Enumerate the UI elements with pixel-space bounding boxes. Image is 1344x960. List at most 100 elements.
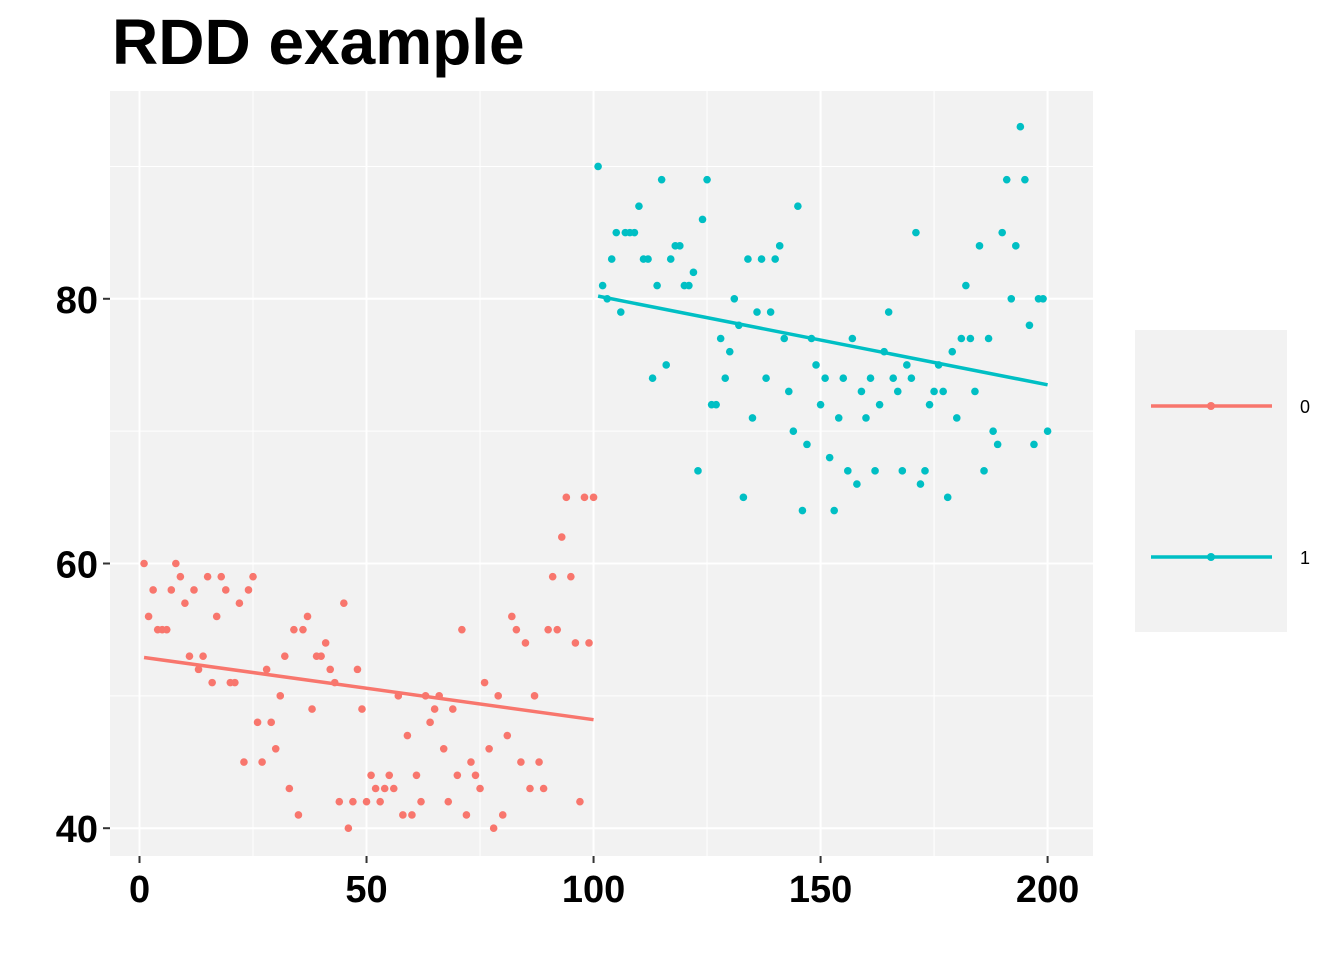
- data-point-0: [408, 811, 416, 819]
- data-point-1: [666, 255, 675, 263]
- data-point-0: [340, 599, 348, 608]
- data-point-1: [930, 387, 938, 396]
- x-tick-label: 50: [345, 869, 387, 911]
- data-point-0: [335, 797, 344, 806]
- data-point-0: [212, 612, 221, 621]
- data-point-0: [503, 731, 512, 740]
- data-point-0: [149, 586, 157, 594]
- data-point-1: [957, 334, 966, 343]
- data-point-0: [326, 665, 335, 674]
- data-point-1: [698, 215, 707, 224]
- data-point-0: [344, 824, 353, 833]
- data-point-1: [1043, 427, 1052, 435]
- data-point-1: [912, 228, 920, 237]
- data-point-1: [1030, 440, 1038, 449]
- data-point-1: [893, 387, 902, 396]
- data-point-0: [480, 678, 489, 687]
- x-tick-label: 150: [789, 869, 852, 911]
- data-point-1: [971, 387, 979, 396]
- data-point-0: [217, 572, 226, 581]
- data-point-1: [739, 493, 748, 502]
- legend: 01: [1135, 330, 1310, 632]
- data-point-0: [190, 586, 198, 594]
- data-point-1: [866, 374, 875, 383]
- data-point-0: [249, 572, 257, 581]
- data-point-1: [1025, 321, 1034, 330]
- data-point-1: [794, 202, 802, 210]
- legend-key-point-0: [1207, 402, 1215, 410]
- data-point-0: [489, 824, 498, 833]
- data-point-1: [594, 162, 602, 171]
- data-point-0: [539, 784, 548, 793]
- data-point-1: [907, 374, 916, 383]
- legend-box: [1135, 330, 1287, 632]
- data-point-0: [172, 559, 180, 568]
- data-point-0: [453, 771, 462, 780]
- data-point-0: [303, 612, 312, 621]
- data-point-0: [185, 652, 194, 660]
- data-point-1: [721, 374, 730, 383]
- data-point-1: [630, 228, 639, 237]
- data-point-0: [235, 599, 244, 608]
- data-point-0: [571, 639, 580, 647]
- data-point-1: [816, 400, 825, 409]
- data-point-1: [857, 387, 866, 396]
- data-point-0: [562, 493, 571, 502]
- data-point-0: [262, 665, 271, 674]
- data-point-0: [512, 625, 521, 634]
- y-tick-label: 80: [56, 280, 98, 322]
- data-point-1: [952, 414, 961, 422]
- data-point-1: [598, 281, 607, 290]
- data-point-1: [780, 334, 789, 343]
- data-point-1: [889, 374, 898, 383]
- data-point-0: [530, 692, 539, 700]
- axes: 0 50 100 150 200 40 60 80: [56, 280, 1080, 911]
- data-point-1: [825, 453, 834, 462]
- data-point-1: [648, 374, 657, 383]
- data-point-0: [321, 639, 330, 647]
- legend-label-0: 0: [1300, 397, 1310, 417]
- data-point-1: [916, 480, 925, 488]
- data-point-0: [162, 625, 171, 634]
- data-point-1: [939, 387, 947, 396]
- data-point-0: [553, 625, 562, 634]
- data-point-1: [975, 242, 984, 250]
- data-point-1: [962, 281, 970, 290]
- data-point-1: [784, 387, 793, 396]
- data-point-1: [775, 242, 784, 250]
- data-point-0: [267, 718, 275, 727]
- fit-line-0: [143, 655, 594, 722]
- data-point-1: [871, 467, 879, 475]
- data-point-0: [589, 493, 598, 502]
- data-point-0: [557, 533, 566, 541]
- data-point-1: [943, 493, 952, 502]
- data-point-0: [294, 811, 303, 819]
- data-point-1: [676, 242, 684, 250]
- data-point-1: [612, 228, 621, 237]
- data-point-0: [208, 678, 216, 687]
- data-point-0: [317, 652, 325, 660]
- legend-key-point-1: [1207, 553, 1215, 561]
- plot-panel: [110, 91, 1093, 856]
- data-point-0: [380, 784, 389, 793]
- data-point-1: [771, 255, 779, 263]
- data-point-1: [966, 334, 975, 343]
- data-point-0: [362, 797, 371, 806]
- data-point-1: [993, 440, 1002, 449]
- data-point-1: [689, 268, 698, 277]
- data-point-0: [290, 625, 298, 634]
- data-point-1: [662, 361, 671, 369]
- data-point-0: [258, 758, 266, 766]
- data-point-0: [467, 758, 475, 766]
- data-point-0: [176, 572, 185, 581]
- data-point-0: [535, 758, 543, 766]
- data-point-1: [703, 175, 711, 184]
- data-point-0: [476, 784, 484, 793]
- chart-title: RDD example: [112, 6, 525, 78]
- data-point-0: [585, 639, 593, 647]
- data-point-1: [744, 255, 752, 263]
- data-point-0: [367, 771, 375, 780]
- data-point-0: [412, 771, 421, 780]
- data-point-1: [998, 228, 1006, 237]
- data-point-1: [989, 427, 997, 435]
